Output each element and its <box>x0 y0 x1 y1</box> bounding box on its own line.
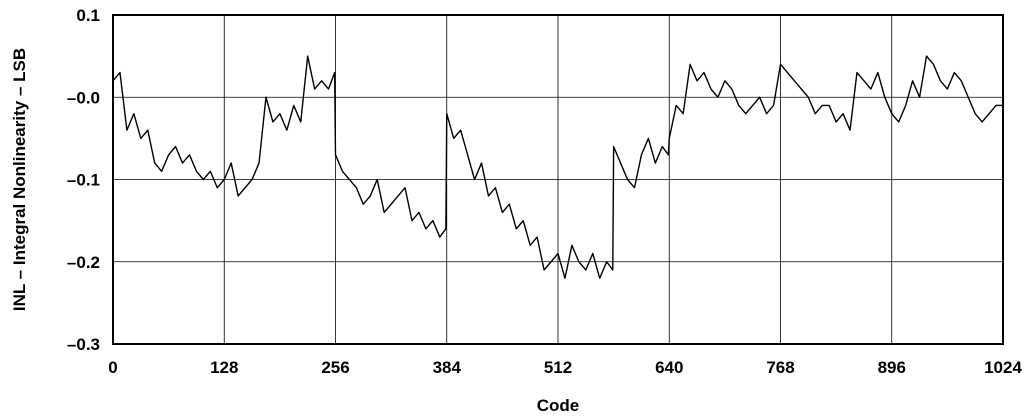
y-tick-label: –0.2 <box>67 253 100 272</box>
x-tick-label: 256 <box>321 358 349 377</box>
y-axis-tick-labels: 0.1 –0.0 –0.1 –0.2 –0.3 <box>67 6 100 354</box>
y-tick-label: –0.0 <box>67 88 100 107</box>
x-tick-label: 512 <box>544 358 572 377</box>
x-tick-label: 640 <box>655 358 683 377</box>
x-tick-label: 768 <box>766 358 794 377</box>
x-tick-label: 1024 <box>984 358 1022 377</box>
y-tick-label: –0.3 <box>67 335 100 354</box>
grid-lines <box>112 14 1004 345</box>
y-tick-label: 0.1 <box>76 6 100 25</box>
x-tick-label: 0 <box>108 358 117 377</box>
y-axis-title: INL – Integral Nonlinearity – LSB <box>10 48 29 311</box>
plot-frame <box>112 14 1004 345</box>
inl-series-line <box>112 55 1003 279</box>
x-tick-label: 384 <box>433 358 462 377</box>
y-tick-label: –0.1 <box>67 171 100 190</box>
x-axis-tick-labels: 0 128 256 384 512 640 768 896 1024 <box>108 358 1022 377</box>
x-tick-label: 896 <box>878 358 906 377</box>
x-axis-title: Code <box>537 396 580 415</box>
x-tick-label: 128 <box>210 358 238 377</box>
